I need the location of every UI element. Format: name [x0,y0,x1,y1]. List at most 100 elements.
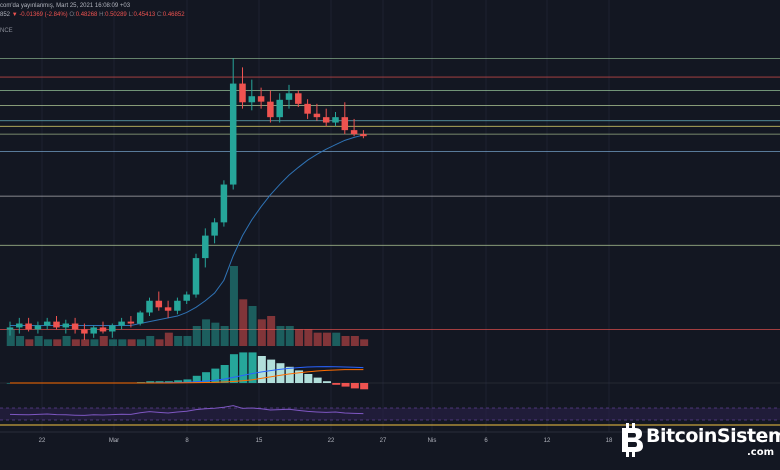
volume-bars [6,266,369,346]
volume-bar [332,332,341,346]
macd-histogram-bar [202,372,211,383]
volume-bar [183,336,192,346]
candle-body [192,258,200,295]
chart-source-line: com'da yayınlanmış, Mart 25, 2021 16:08:… [0,3,130,10]
watermark-suffix: .com [746,447,774,458]
ohlc-legend: 852 ▼ -0.01369 (-2.84%) O:0.48268 H:0.50… [0,12,185,19]
candle-body [53,321,60,328]
volume-bar [295,329,304,346]
rsi-line [9,405,364,416]
candle-body [43,321,51,326]
chart-grid [41,0,610,432]
candlesticks [6,58,367,340]
volume-bar [136,339,145,346]
volume-bar [155,339,164,346]
x-tick-label: 22 [38,438,46,444]
low-label: L: [128,12,134,18]
volume-bar [25,339,34,346]
volume-bar [99,336,108,346]
macd-histogram-bar [257,356,266,383]
high-value: 0.50289 [105,12,127,18]
volume-bar [127,339,136,346]
macd-histogram-bar [332,383,341,385]
exchange-fragment: NCE [0,28,13,34]
candle-body [6,327,14,330]
open-label: O: [69,12,76,18]
x-tick-label: 22 [327,438,335,444]
macd-histogram-bar [164,381,173,383]
candle-body [174,300,181,311]
x-tick-label: 6 [484,438,488,444]
macd-histogram-bar [267,359,276,383]
volume-bar [146,336,155,346]
candle-body [295,93,302,104]
x-tick-label: Nis [427,438,437,444]
macd-histogram-bar [295,370,304,383]
bitcoin-sistemi-logo-icon [622,423,643,457]
candle-body [322,117,330,123]
volume-bar [6,329,15,346]
macd-signal-line [10,369,364,384]
volume-bar [248,306,257,346]
volume-bar [220,326,229,346]
x-tick-label: 27 [379,438,387,444]
macd-histogram-bar [174,380,183,383]
volume-bar [304,329,313,346]
macd-histogram-bar [350,383,359,389]
x-tick-label: 15 [255,438,263,444]
source-text: com'da yayınlanmış, Mart 25, 2021 16:08:… [0,3,131,9]
change-arrow: ▼ [11,12,18,18]
candle-body [285,93,293,100]
candle-body [25,323,32,330]
volume-bar [164,332,173,346]
candle-body [118,321,125,326]
volume-bar [229,266,238,346]
candle-body [127,321,135,324]
volume-bar [118,339,127,346]
volume-bar [43,339,52,346]
candle-body [341,117,349,131]
macd-histogram-bar [146,381,155,383]
candle-body [211,222,218,236]
volume-bar [53,339,62,346]
candle-body [16,323,23,328]
volume-bar [109,339,118,346]
low-value: 0.45413 [133,12,156,18]
volume-bar [62,336,71,346]
last-price-fragment: 852 [0,12,11,18]
close-value: 0.46852 [162,12,185,18]
close-label: C: [156,12,163,18]
macd-histogram-bar [248,352,257,383]
macd-pane [0,352,780,390]
bitcoinsistemi-watermark: BitcoinSistemi .com [618,420,780,464]
candle-body [71,323,79,330]
candle-body [62,323,70,328]
x-tick-label: 12 [543,438,551,444]
candle-body [183,294,190,301]
volume-bar [34,336,43,346]
volume-bar [322,332,331,346]
candle-body [164,307,172,311]
macd-histogram-bar [155,381,164,383]
candle-body [248,96,256,103]
volume-bar [257,319,266,346]
candle-body [267,101,274,118]
macd-histogram-bar [229,354,238,383]
volume-bar [211,322,220,346]
candle-body [220,184,228,223]
rsi-band [0,408,780,420]
open-value: 0.48268 [75,12,98,18]
candle-body [99,327,107,332]
candle-body [34,325,42,330]
volume-bar [81,339,90,346]
candle-body [257,96,265,102]
volume-bar [285,326,294,346]
candle-body [81,329,88,334]
candle-body [350,130,358,135]
volume-bar [276,326,285,346]
macd-histogram-bar [183,379,192,383]
volume-bar [71,339,80,346]
macd-histogram-bar [313,377,322,383]
